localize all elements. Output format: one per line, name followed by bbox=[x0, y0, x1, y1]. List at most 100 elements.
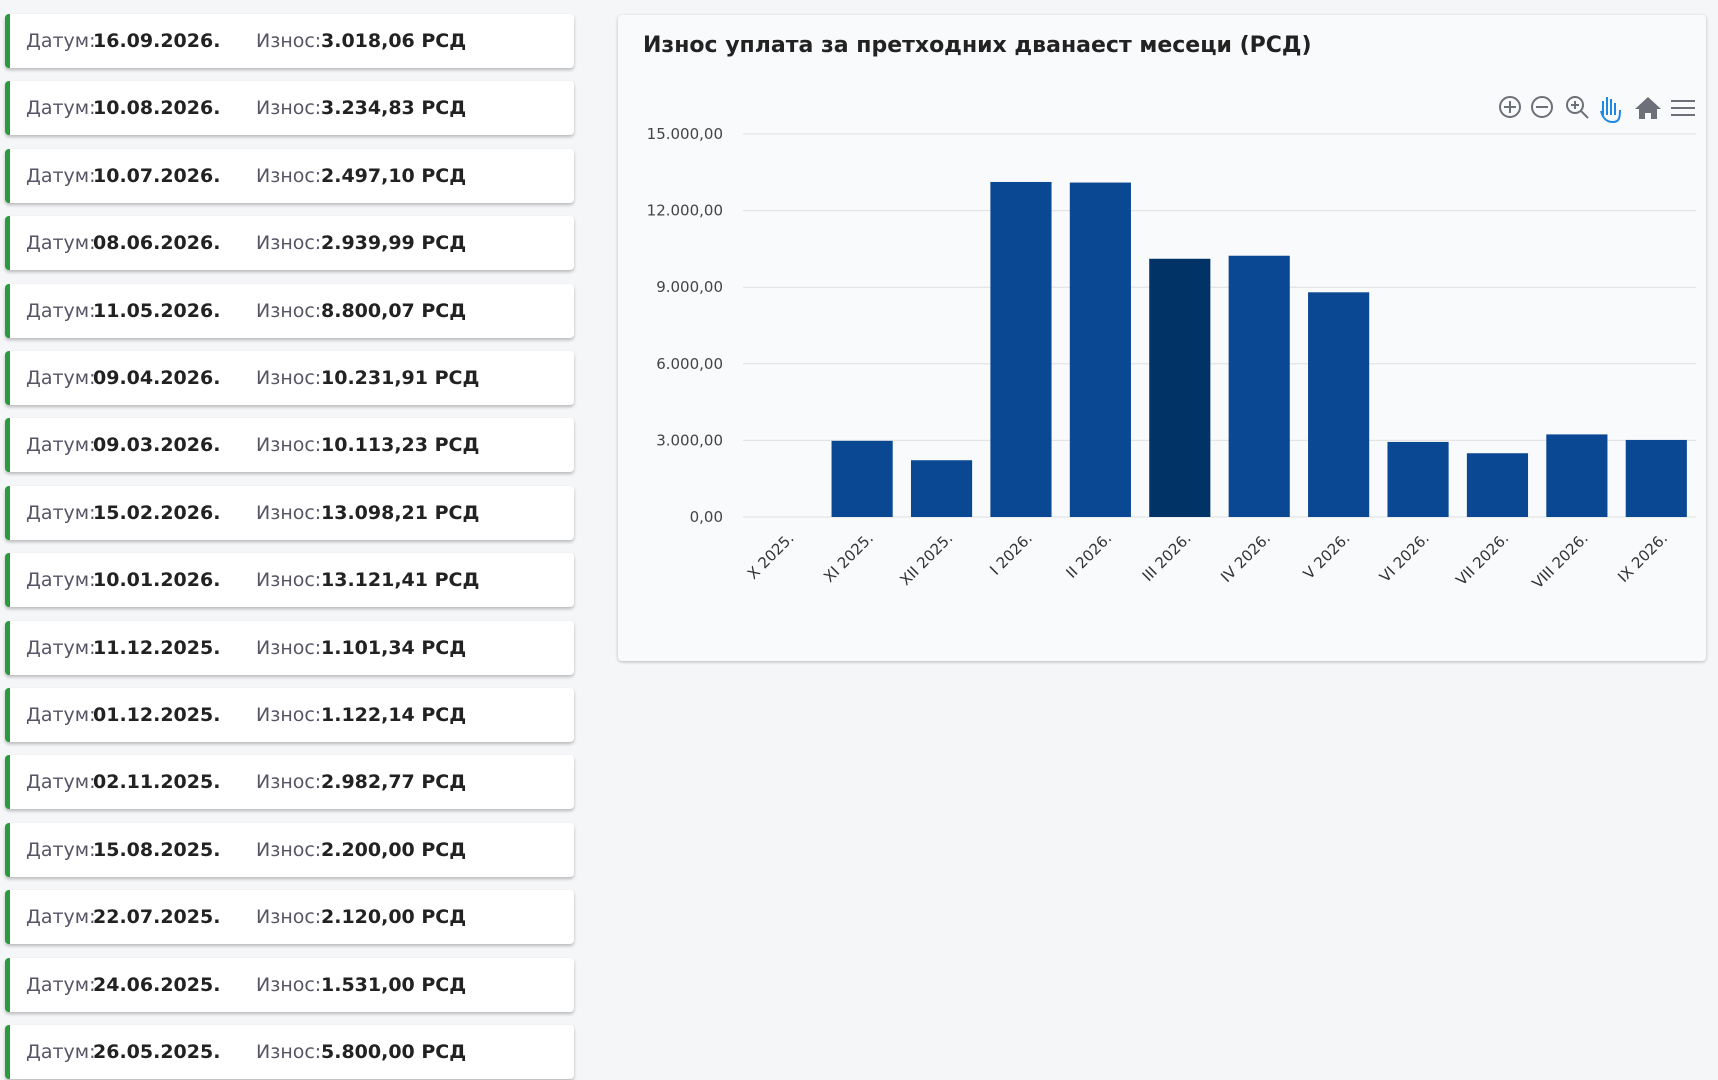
date-label: Датум: bbox=[26, 30, 96, 52]
payment-card: Датум: 10.07.2026. Износ: 2.497,10 РСД bbox=[5, 148, 574, 203]
amount-label: Износ: bbox=[256, 367, 322, 389]
payment-card: Датум: 11.12.2025. Износ: 1.101,34 РСД bbox=[5, 620, 574, 675]
payment-card: Датум: 01.12.2025. Износ: 1.122,14 РСД bbox=[5, 688, 574, 742]
toolbar bbox=[1499, 96, 1695, 124]
date-value: 08.06.2026. bbox=[93, 232, 221, 255]
date-value: 09.04.2026. bbox=[93, 367, 221, 389]
bar bbox=[990, 181, 1052, 517]
x-tick-label: VI 2026. bbox=[1376, 529, 1433, 586]
payment-card: Датум: 26.05.2025. Износ: 5.800,00 РСД bbox=[5, 1025, 574, 1079]
amount-label: Износ: bbox=[256, 569, 322, 592]
x-tick-label: X 2025. bbox=[744, 529, 798, 583]
date-label: Датум: bbox=[26, 501, 96, 524]
x-tick-label: XII 2025. bbox=[896, 529, 956, 589]
amount-value: 13.098,21 РСД bbox=[321, 501, 480, 524]
amount-label: Износ: bbox=[256, 704, 322, 726]
payment-card: Датум: 09.04.2026. Износ: 10.231,91 РСД bbox=[5, 351, 574, 405]
amount-label: Износ: bbox=[256, 636, 322, 659]
date-label: Датум: bbox=[26, 97, 96, 120]
date-label: Датум: bbox=[26, 973, 96, 996]
amount-label: Износ: bbox=[256, 906, 322, 929]
plot-area: 0,00 3.000,00 6.000,00 9.000,00 12.000,00 15.… bbox=[647, 125, 1696, 592]
amount-value: 2.120,00 РСД bbox=[321, 906, 467, 929]
bar bbox=[831, 440, 893, 517]
date-value: 15.02.2026. bbox=[93, 501, 221, 524]
x-tick-label: XI 2025. bbox=[820, 529, 877, 586]
date-value: 10.07.2026. bbox=[93, 164, 221, 187]
date-value: 02.11.2025. bbox=[93, 771, 221, 794]
amount-value: 5.800,00 РСД bbox=[321, 1041, 467, 1063]
bar bbox=[1149, 258, 1211, 517]
amount-label: Износ: bbox=[256, 299, 322, 322]
amount-label: Износ: bbox=[256, 30, 322, 52]
x-tick-label: II 2026. bbox=[1062, 529, 1115, 582]
amount-label: Износ: bbox=[256, 973, 322, 996]
x-tick-label: V 2026. bbox=[1300, 529, 1354, 583]
x-tick-label: I 2026. bbox=[986, 529, 1036, 579]
amount-value: 2.939,99 РСД bbox=[321, 232, 467, 255]
bar bbox=[1228, 255, 1290, 517]
x-tick-label: VII 2026. bbox=[1452, 529, 1512, 589]
payment-card: Датум: 15.08.2025. Износ: 2.200,00 РСД bbox=[5, 822, 574, 877]
date-value: 26.05.2025. bbox=[93, 1041, 221, 1063]
date-label: Датум: bbox=[26, 367, 96, 389]
date-label: Датум: bbox=[26, 704, 96, 726]
date-value: 10.08.2026. bbox=[93, 97, 221, 120]
amount-value: 10.231,91 РСД bbox=[321, 367, 480, 389]
reset[interactable] bbox=[1635, 97, 1661, 119]
date-value: 16.09.2026. bbox=[93, 30, 221, 52]
date-value: 11.05.2026. bbox=[93, 299, 221, 322]
zoom-out[interactable] bbox=[1531, 96, 1553, 118]
amount-label: Износ: bbox=[256, 97, 322, 120]
y-tick-label: 6.000,00 bbox=[656, 355, 723, 373]
date-label: Датум: bbox=[26, 838, 96, 861]
amount-label: Износ: bbox=[256, 434, 322, 457]
payment-card: Датум: 11.05.2026. Износ: 8.800,07 РСД bbox=[5, 283, 574, 338]
date-value: 11.12.2025. bbox=[93, 636, 221, 659]
date-value: 01.12.2025. bbox=[93, 704, 221, 726]
bar bbox=[1466, 453, 1529, 517]
bar bbox=[910, 460, 973, 517]
amount-label: Износ: bbox=[256, 232, 322, 255]
amount-label: Износ: bbox=[256, 838, 322, 861]
menu[interactable] bbox=[1671, 100, 1695, 116]
y-tick-label: 3.000,00 bbox=[656, 431, 723, 449]
amount-value: 3.234,83 РСД bbox=[321, 97, 467, 120]
date-label: Датум: bbox=[26, 164, 96, 187]
payment-card: Датум: 22.07.2025. Износ: 2.120,00 РСД bbox=[5, 890, 574, 945]
amount-value: 1.531,00 РСД bbox=[321, 973, 467, 996]
date-label: Датум: bbox=[26, 906, 96, 929]
amount-value: 13.121,41 РСД bbox=[321, 569, 480, 592]
payment-card: Датум: 10.08.2026. Износ: 3.234,83 РСД bbox=[5, 81, 574, 136]
amount-label: Износ: bbox=[256, 164, 322, 187]
y-tick-label: 0,00 bbox=[690, 508, 723, 526]
bar bbox=[1387, 441, 1449, 517]
date-label: Датум: bbox=[26, 771, 96, 794]
x-tick-label: IX 2026. bbox=[1614, 529, 1671, 586]
bar bbox=[1546, 434, 1608, 517]
x-tick-label: III 2026. bbox=[1139, 529, 1195, 585]
amount-value: 3.018,06 РСД bbox=[321, 30, 467, 52]
amount-value: 1.101,34 РСД bbox=[321, 636, 467, 659]
chart-title: Износ уплата за претходних дванаест месе… bbox=[643, 33, 1312, 58]
payment-card: Датум: 08.06.2026. Износ: 2.939,99 РСД bbox=[5, 216, 574, 271]
date-label: Датум: bbox=[26, 434, 96, 457]
amount-value: 10.113,23 РСД bbox=[321, 434, 480, 457]
date-label: Датум: bbox=[26, 569, 96, 592]
y-tick-label: 15.000,00 bbox=[647, 125, 723, 143]
date-value: 10.01.2026. bbox=[93, 569, 221, 592]
pan[interactable] bbox=[1600, 97, 1621, 124]
amount-label: Износ: bbox=[256, 501, 322, 524]
bar bbox=[1069, 182, 1131, 518]
y-tick-label: 12.000,00 bbox=[647, 202, 723, 220]
date-label: Датум: bbox=[26, 1041, 96, 1063]
date-value: 22.07.2025. bbox=[93, 906, 221, 929]
chart-panel: Износ уплата за претходних дванаест месе… bbox=[618, 15, 1706, 661]
payment-card: Датум: 10.01.2026. Износ: 13.121,41 РСД bbox=[5, 553, 574, 608]
y-tick-label: 9.000,00 bbox=[656, 278, 723, 296]
x-tick-label: VIII 2026. bbox=[1529, 529, 1592, 592]
zoom-in[interactable] bbox=[1499, 96, 1521, 118]
selection-zoom[interactable] bbox=[1566, 96, 1589, 119]
amount-value: 1.122,14 РСД bbox=[321, 704, 467, 726]
